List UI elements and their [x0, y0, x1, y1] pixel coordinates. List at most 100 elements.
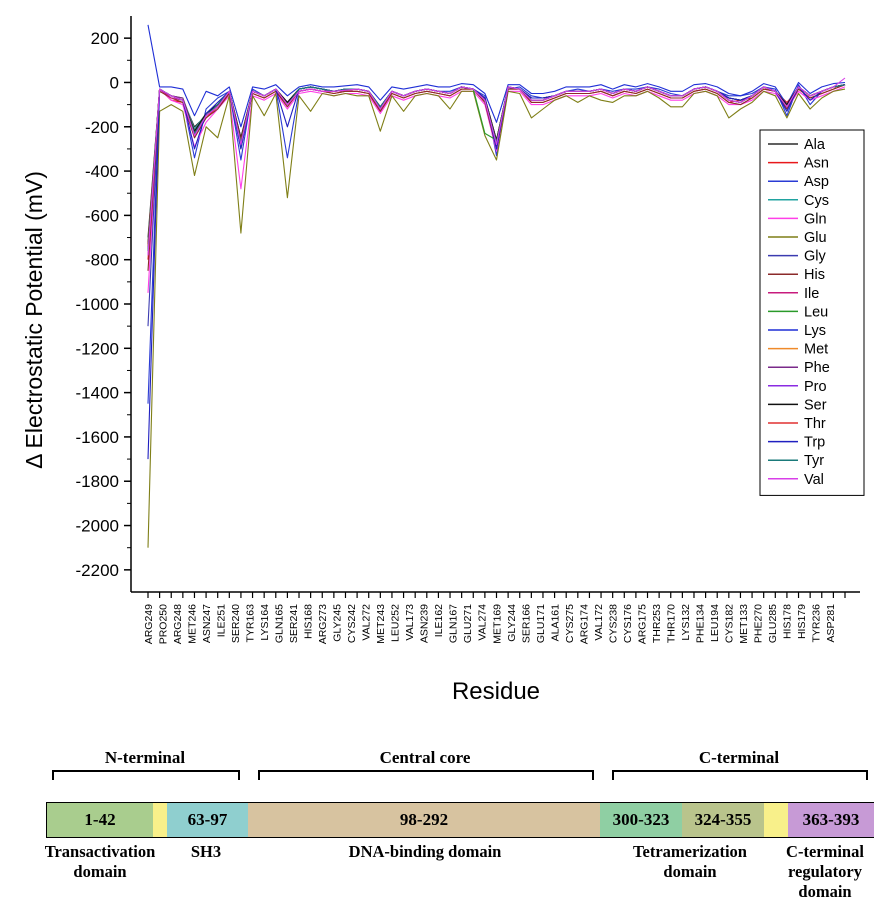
x-tick-label: VAL272	[361, 604, 373, 641]
series-line-asp	[147, 84, 846, 404]
x-tick-label: SER240	[230, 604, 242, 643]
legend-label: Val	[804, 472, 824, 488]
y-tick-label: -200	[85, 118, 119, 137]
x-tick-label: SER241	[288, 604, 300, 643]
y-tick-label: -1600	[76, 428, 119, 447]
segment-c-terminal-regulatory: 363-393	[788, 802, 874, 838]
segment-label: 324-355	[694, 810, 752, 829]
x-tick-label: GLU171	[535, 604, 547, 643]
x-tick-label: PHE270	[752, 604, 764, 643]
legend-label: Asp	[804, 174, 829, 190]
bracket-n-terminal	[52, 770, 240, 780]
y-tick-label: -600	[85, 206, 119, 225]
series-line-val	[147, 77, 846, 256]
x-tick-label: VAL173	[404, 604, 416, 641]
x-tick-label: GLN165	[274, 604, 286, 643]
x-tick-label: ILE251	[216, 604, 228, 637]
x-tick-label: ARG248	[172, 604, 184, 644]
segment-linker-2	[764, 802, 788, 838]
segment-dna-binding: 98-292	[248, 802, 600, 838]
y-tick-label: -2200	[76, 561, 119, 580]
series-line-lys	[147, 24, 846, 128]
legend-label: Ala	[804, 137, 826, 153]
x-tick-label: ARG175	[636, 604, 648, 644]
legend-label: Gln	[804, 211, 827, 227]
segment-label: 63-97	[187, 810, 228, 829]
series-line-ala	[147, 84, 846, 238]
series-line-ile	[147, 84, 846, 256]
x-tick-label: TYR236	[810, 604, 822, 643]
label-sh3: SH3	[190, 842, 222, 861]
x-axis: ARG249 PRO250 ARG248 MET246 ASN247 ILE251 SER2…	[131, 591, 860, 644]
x-tick-label: ARG249	[143, 604, 155, 644]
legend-label: Ile	[804, 286, 819, 302]
series-line-gln	[147, 86, 846, 293]
x-tick-label: GLY245	[332, 604, 344, 642]
x-tick-label: CYS275	[564, 604, 576, 643]
x-tick-label: LEU252	[390, 604, 402, 642]
x-tick-label: PRO250	[158, 604, 170, 644]
y-axis-title: Δ Electrostatic Potential (mV)	[21, 171, 47, 469]
legend-label: His	[804, 267, 825, 283]
legend-label: Leu	[804, 304, 828, 320]
legend-label: Ser	[804, 397, 827, 413]
bracket-c-terminal	[612, 770, 868, 780]
x-tick-label: HIS179	[796, 604, 808, 639]
legend-label: Asn	[804, 156, 829, 172]
y-tick-label: -2000	[76, 517, 119, 536]
x-tick-label: VAL172	[593, 604, 605, 641]
x-tick-label: ASN239	[419, 604, 431, 643]
legend-label: Lys	[804, 323, 826, 339]
legend-label: Pro	[804, 379, 827, 395]
x-tick-label: CYS176	[622, 604, 634, 643]
x-tick-label: CYS238	[607, 604, 619, 643]
x-tick-label: CYS242	[346, 604, 358, 643]
series-line-his	[147, 84, 846, 271]
x-tick-label: GLN167	[448, 604, 460, 643]
label-tetramerization-domain: Tetramerization domain	[633, 842, 747, 881]
legend-box	[759, 129, 865, 496]
segment-linker-1	[153, 802, 167, 838]
x-tick-label: SER166	[520, 604, 532, 643]
legend-label: Glu	[804, 230, 827, 246]
x-tick-label: GLY244	[506, 604, 518, 642]
x-tick-label: MET133	[738, 604, 750, 644]
x-tick-label: MET243	[375, 604, 387, 644]
y-tick-label: -400	[85, 162, 119, 181]
x-tick-label: GLU285	[767, 604, 779, 643]
legend-label: Cys	[804, 193, 829, 209]
x-tick-label: THR253	[651, 604, 663, 643]
series-line-glu	[147, 88, 846, 548]
line-chart: 200 0 -200 -400 -600 -800 -1000 -1200 -1400 -1600…	[21, 16, 865, 705]
segment-transactivation: 1-42	[46, 802, 153, 838]
legend-label: Gly	[804, 249, 827, 265]
x-tick-label: MET169	[491, 604, 503, 644]
y-tick-label: 0	[110, 73, 119, 92]
segment-sh3: 63-97	[167, 802, 248, 838]
x-tick-label: ILE162	[433, 604, 445, 637]
y-tick-label: -1000	[76, 295, 119, 314]
legend-label: Tyr	[804, 453, 824, 469]
segment-tetramerization-b: 324-355	[682, 802, 764, 838]
x-tick-label: LEU194	[709, 604, 721, 642]
label-dna-binding-domain: DNA-binding domain	[348, 842, 502, 861]
segment-label: 1-42	[84, 810, 116, 829]
x-tick-label: VAL274	[477, 604, 489, 641]
x-tick-label: ARG174	[578, 604, 590, 644]
x-tick-label: ARG273	[317, 604, 329, 644]
label-c-terminal-regulatory-domain: C-terminal regulatory domain	[786, 842, 864, 901]
segment-label: 363-393	[802, 810, 860, 829]
bracket-central-core	[258, 770, 594, 780]
plot-area	[147, 24, 846, 548]
y-tick-label: -1800	[76, 472, 119, 491]
segment-label: 300-323	[612, 810, 670, 829]
x-tick-label: THR170	[665, 604, 677, 643]
x-tick-label: MET246	[187, 604, 199, 644]
x-tick-label: GLU271	[462, 604, 474, 643]
legend-label: Thr	[804, 416, 826, 432]
x-axis-title: Residue	[452, 678, 540, 705]
x-tick-label: TYR163	[245, 604, 257, 643]
x-tick-label: LYS132	[680, 604, 692, 641]
x-tick-label: ALA161	[549, 604, 561, 642]
group-label-central-core: Central core	[379, 748, 471, 767]
